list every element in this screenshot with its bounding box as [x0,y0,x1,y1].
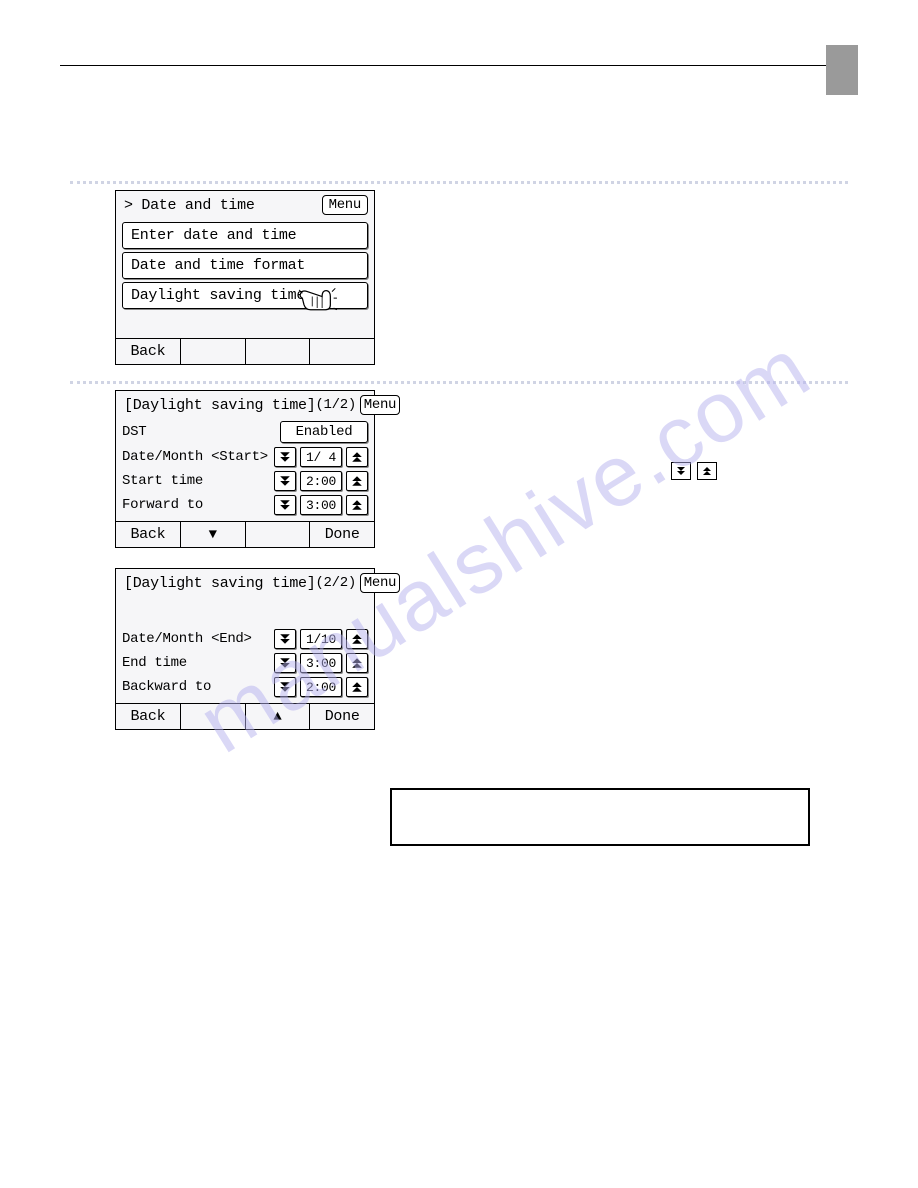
page-up-button[interactable]: ▲ [246,704,311,729]
up-button[interactable] [346,629,368,649]
section-1: > Date and time Menu Enter date and time… [60,190,858,365]
done-button[interactable]: Done [310,522,374,547]
lcd-title: [Daylight saving time] [124,397,315,414]
lcd-dst-2: [Daylight saving time] (2/2) Menu Date/M… [115,568,375,730]
down-button[interactable] [274,471,296,491]
down-button[interactable] [274,677,296,697]
page-tab [826,45,858,95]
menu-button[interactable]: Menu [322,195,368,215]
row-value: 1/10 [300,629,342,649]
item-enter-date[interactable]: Enter date and time [122,222,368,249]
row-label: Date/Month <Start> [122,449,270,465]
down-button[interactable] [274,653,296,673]
note-box [390,788,810,846]
lcd-title: [Daylight saving time] [124,575,315,592]
up-button[interactable] [346,447,368,467]
back-button[interactable]: Back [116,522,181,547]
section-2: [Daylight saving time] (1/2) Menu DST En… [60,390,858,846]
row-value: 3:00 [300,653,342,673]
lcd-title: > Date and time [124,197,322,214]
row-value: 2:00 [300,677,342,697]
lcd-dst-1: [Daylight saving time] (1/2) Menu DST En… [115,390,375,548]
separator [70,181,848,184]
lcd-date-time: > Date and time Menu Enter date and time… [115,190,375,365]
separator [70,381,848,384]
down-icon [671,462,691,480]
item-dst[interactable]: Daylight saving time [122,282,368,309]
up-button[interactable] [346,653,368,673]
item-date-format[interactable]: Date and time format [122,252,368,279]
page-indicator: (2/2) [315,575,356,591]
inline-icons-row [390,462,858,480]
row-value: 1/ 4 [300,447,342,467]
row-label: Start time [122,473,270,489]
down-button[interactable] [274,447,296,467]
down-button[interactable] [274,629,296,649]
section-1-text [370,190,858,365]
page-down-button[interactable]: ▼ [181,522,246,547]
row-value: 2:00 [300,471,342,491]
row-label: End time [122,655,270,671]
dst-label: DST [122,424,276,440]
up-button[interactable] [346,495,368,515]
row-label: Backward to [122,679,270,695]
back-button[interactable]: Back [116,339,181,364]
item-dst-label: Daylight saving time [131,287,305,304]
up-button[interactable] [346,471,368,491]
up-button[interactable] [346,677,368,697]
back-button[interactable]: Back [116,704,181,729]
row-label: Date/Month <End> [122,631,270,647]
up-icon [697,462,717,480]
pointer-hand-icon [297,285,339,313]
page-indicator: (1/2) [315,397,356,413]
down-button[interactable] [274,495,296,515]
row-value: 3:00 [300,495,342,515]
done-button[interactable]: Done [310,704,374,729]
row-label: Forward to [122,497,270,513]
dst-value[interactable]: Enabled [280,421,368,443]
